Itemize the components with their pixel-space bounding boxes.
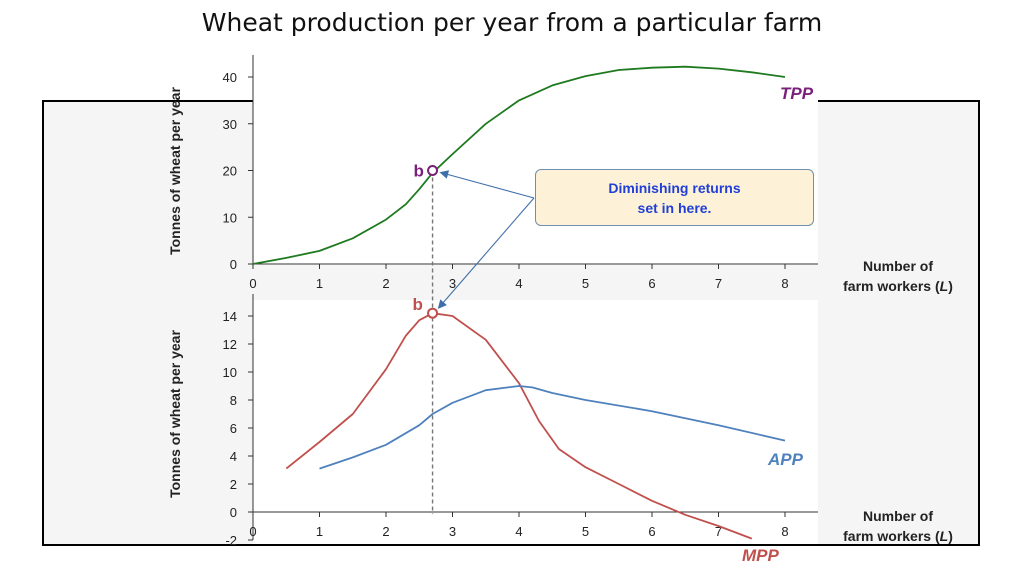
top-y-tick-label: 40 [223,70,237,85]
bottom-y-tick-label: 14 [223,309,237,324]
callout-arrow-to-top-b [439,170,535,199]
bottom-x-tick-label: 2 [382,524,389,539]
top-x-tick-label: 7 [715,276,722,291]
bottom-point-b-marker [427,307,439,319]
bottom-x-axis-label-line1: Number of [863,508,933,524]
bottom-y-tick-label: 12 [223,337,237,352]
top-x-axis-label: Number of farm workers (L) [818,256,978,296]
top-x-tick-label: 0 [249,276,256,291]
diminishing-returns-callout: Diminishing returns set in here. [535,169,814,226]
chart-title: Wheat production per year from a particu… [201,8,823,37]
top-x-axis-label-line2: farm workers (L) [843,278,953,294]
top-x-tick-label: 8 [781,276,788,291]
top-plot-background [253,55,818,265]
bottom-point-b-label: b [413,295,423,314]
bottom-x-tick-label: 1 [316,524,323,539]
bottom-x-tick-label: 7 [715,524,722,539]
top-y-tick-label: 0 [230,257,237,272]
top-point-b-label: b [414,162,424,181]
bottom-x-tick-label: 4 [515,524,522,539]
top-x-tick-label: 4 [515,276,522,291]
bottom-y-tick-label: 4 [230,449,237,464]
callout-text: Diminishing returns set in here. [608,179,741,216]
bottom-plot-background [253,300,818,544]
top-y-tick-label: 20 [223,164,237,179]
bottom-y-tick-label: 6 [230,421,237,436]
bottom-y-tick-label: 10 [223,365,237,380]
bottom-x-tick-label: 0 [249,524,256,539]
bottom-y-tick-label: 2 [230,477,237,492]
callout-arrow-to-bottom-b [437,197,535,309]
bottom-x-tick-label: 3 [449,524,456,539]
bottom-y-tick-label: -2 [225,533,237,548]
top-x-tick-label: 1 [316,276,323,291]
top-x-tick-label: 5 [582,276,589,291]
top-x-tick-label: 3 [449,276,456,291]
bottom-x-axis-label-line2: farm workers (L) [843,528,953,544]
top-y-tick-label: 10 [223,210,237,225]
bottom-x-tick-label: 6 [648,524,655,539]
top-x-tick-label: 2 [382,276,389,291]
bottom-x-tick-label: 8 [781,524,788,539]
bottom-app-line [319,385,786,470]
top-x-tick-label: 6 [648,276,655,291]
bottom-mpp-line [285,312,753,540]
top-tpp-line [252,65,786,265]
bottom-x-tick-label: 5 [582,524,589,539]
bottom-y-tick-label: 8 [230,393,237,408]
tpp-series-label: TPP [780,84,814,103]
top-point-b-marker [427,165,439,176]
app-series-label: APP [768,450,803,469]
top-y-tick-label: 30 [223,117,237,132]
bottom-y-tick-label: 0 [230,505,237,520]
mpp-series-label: MPP [742,546,779,565]
bottom-x-axis-label: Number of farm workers (L) [818,506,978,546]
top-x-axis-label-line1: Number of [863,258,933,274]
